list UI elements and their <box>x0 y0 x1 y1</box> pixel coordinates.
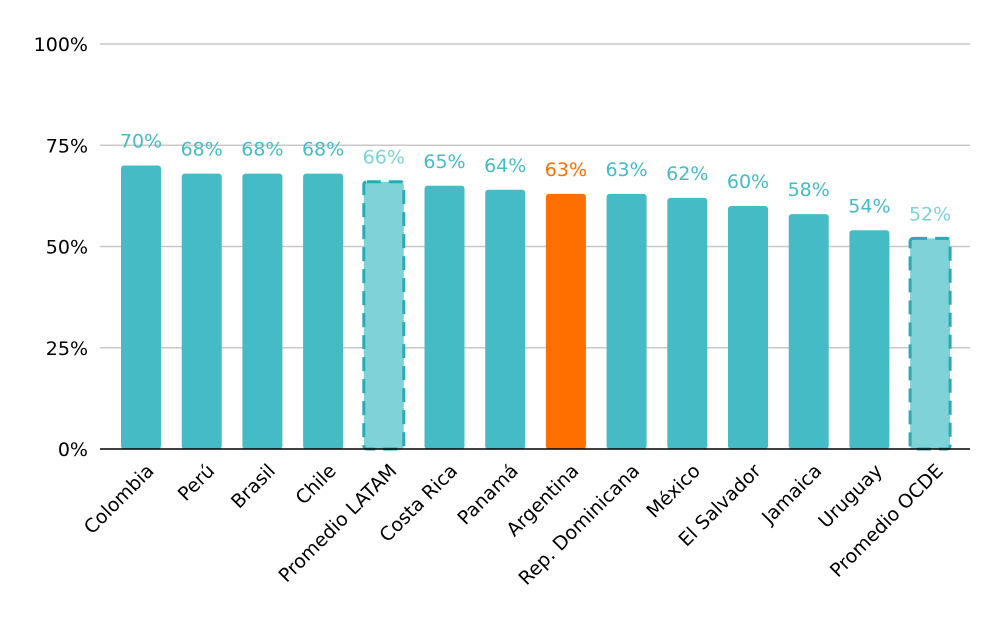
y-tick-label: 75% <box>46 135 88 157</box>
bars <box>121 165 952 451</box>
data-label: 65% <box>423 151 465 173</box>
x-tick-label: Promedio OCDE <box>826 460 948 582</box>
data-label: 60% <box>727 171 769 193</box>
data-label: 66% <box>363 147 405 169</box>
bar-argentina <box>545 193 586 449</box>
bar-uruguay <box>849 230 890 449</box>
bar-costa-rica <box>424 185 465 449</box>
data-label: 52% <box>909 203 951 225</box>
gridlines <box>100 43 970 349</box>
data-labels: 70% 68% 68% 68% 66% 65% 64% 63% 63% 62% 60% 58% 54% 5… <box>120 131 951 226</box>
data-label: 64% <box>484 155 526 177</box>
bar-per- <box>181 173 222 449</box>
bar-colombia <box>121 165 161 449</box>
bar-jamaica <box>788 214 829 449</box>
data-label: 63% <box>605 159 647 181</box>
data-label: 62% <box>666 163 708 185</box>
x-tick-label: Perú <box>174 460 219 505</box>
data-label: 70% <box>120 131 162 153</box>
bar-brasil <box>242 173 283 449</box>
data-label: 58% <box>788 179 830 201</box>
y-axis-ticks: 0% 25% 50% 75% 100% <box>34 34 88 461</box>
x-tick-label: Brasil <box>227 460 280 513</box>
y-tick-label: 0% <box>58 439 88 461</box>
bar-promedio-ocde <box>908 236 952 451</box>
data-label: 63% <box>545 159 587 181</box>
data-label: 68% <box>302 139 344 161</box>
y-tick-label: 100% <box>34 34 88 56</box>
bar-rep-dominicana <box>606 193 647 449</box>
data-label: 68% <box>181 139 223 161</box>
bar-promedio-latam <box>362 180 406 451</box>
bar-panam- <box>485 189 526 450</box>
x-tick-label: México <box>642 460 704 522</box>
y-tick-label: 25% <box>46 338 88 360</box>
x-tick-label: Chile <box>291 460 340 509</box>
bar-chile <box>303 173 344 449</box>
bar-m-xico <box>667 197 708 449</box>
bar-el-salvador <box>728 206 768 449</box>
data-label: 54% <box>848 195 890 217</box>
data-label: 68% <box>241 139 283 161</box>
x-tick-label: Colombia <box>80 460 159 539</box>
y-tick-label: 50% <box>46 237 88 259</box>
